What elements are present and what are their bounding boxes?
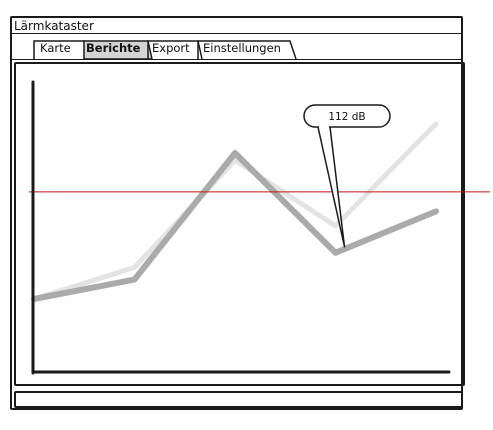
data-point (233, 151, 237, 155)
data-point (133, 266, 136, 269)
tab-einstellungen[interactable]: Einstellungen (203, 41, 281, 55)
series-line-2 (31, 150, 439, 302)
data-point (233, 159, 237, 162)
tab-outline-export (147, 40, 203, 60)
data-point (334, 251, 337, 254)
callout-bubble (303, 104, 391, 128)
tab-berichte[interactable]: Berichte (86, 41, 141, 55)
data-point (334, 224, 337, 228)
tab-export[interactable]: Export (152, 41, 190, 55)
callout-pointer (317, 126, 346, 248)
window-title-bar: Lärmkataster (12, 18, 461, 34)
data-point (434, 210, 438, 213)
status-bar (14, 391, 463, 408)
window-title: Lärmkataster (14, 19, 94, 33)
app-window (10, 16, 463, 410)
tab-bar: Karte Berichte Export Einstellungen (12, 35, 461, 60)
callout-label: 112 dB (328, 111, 365, 123)
tab-outlines (33, 40, 297, 60)
data-point (133, 278, 136, 281)
report-panel (14, 62, 465, 386)
data-point (434, 122, 438, 126)
tab-karte[interactable]: Karte (40, 41, 71, 55)
tab-outline-einstellungen (197, 40, 297, 60)
